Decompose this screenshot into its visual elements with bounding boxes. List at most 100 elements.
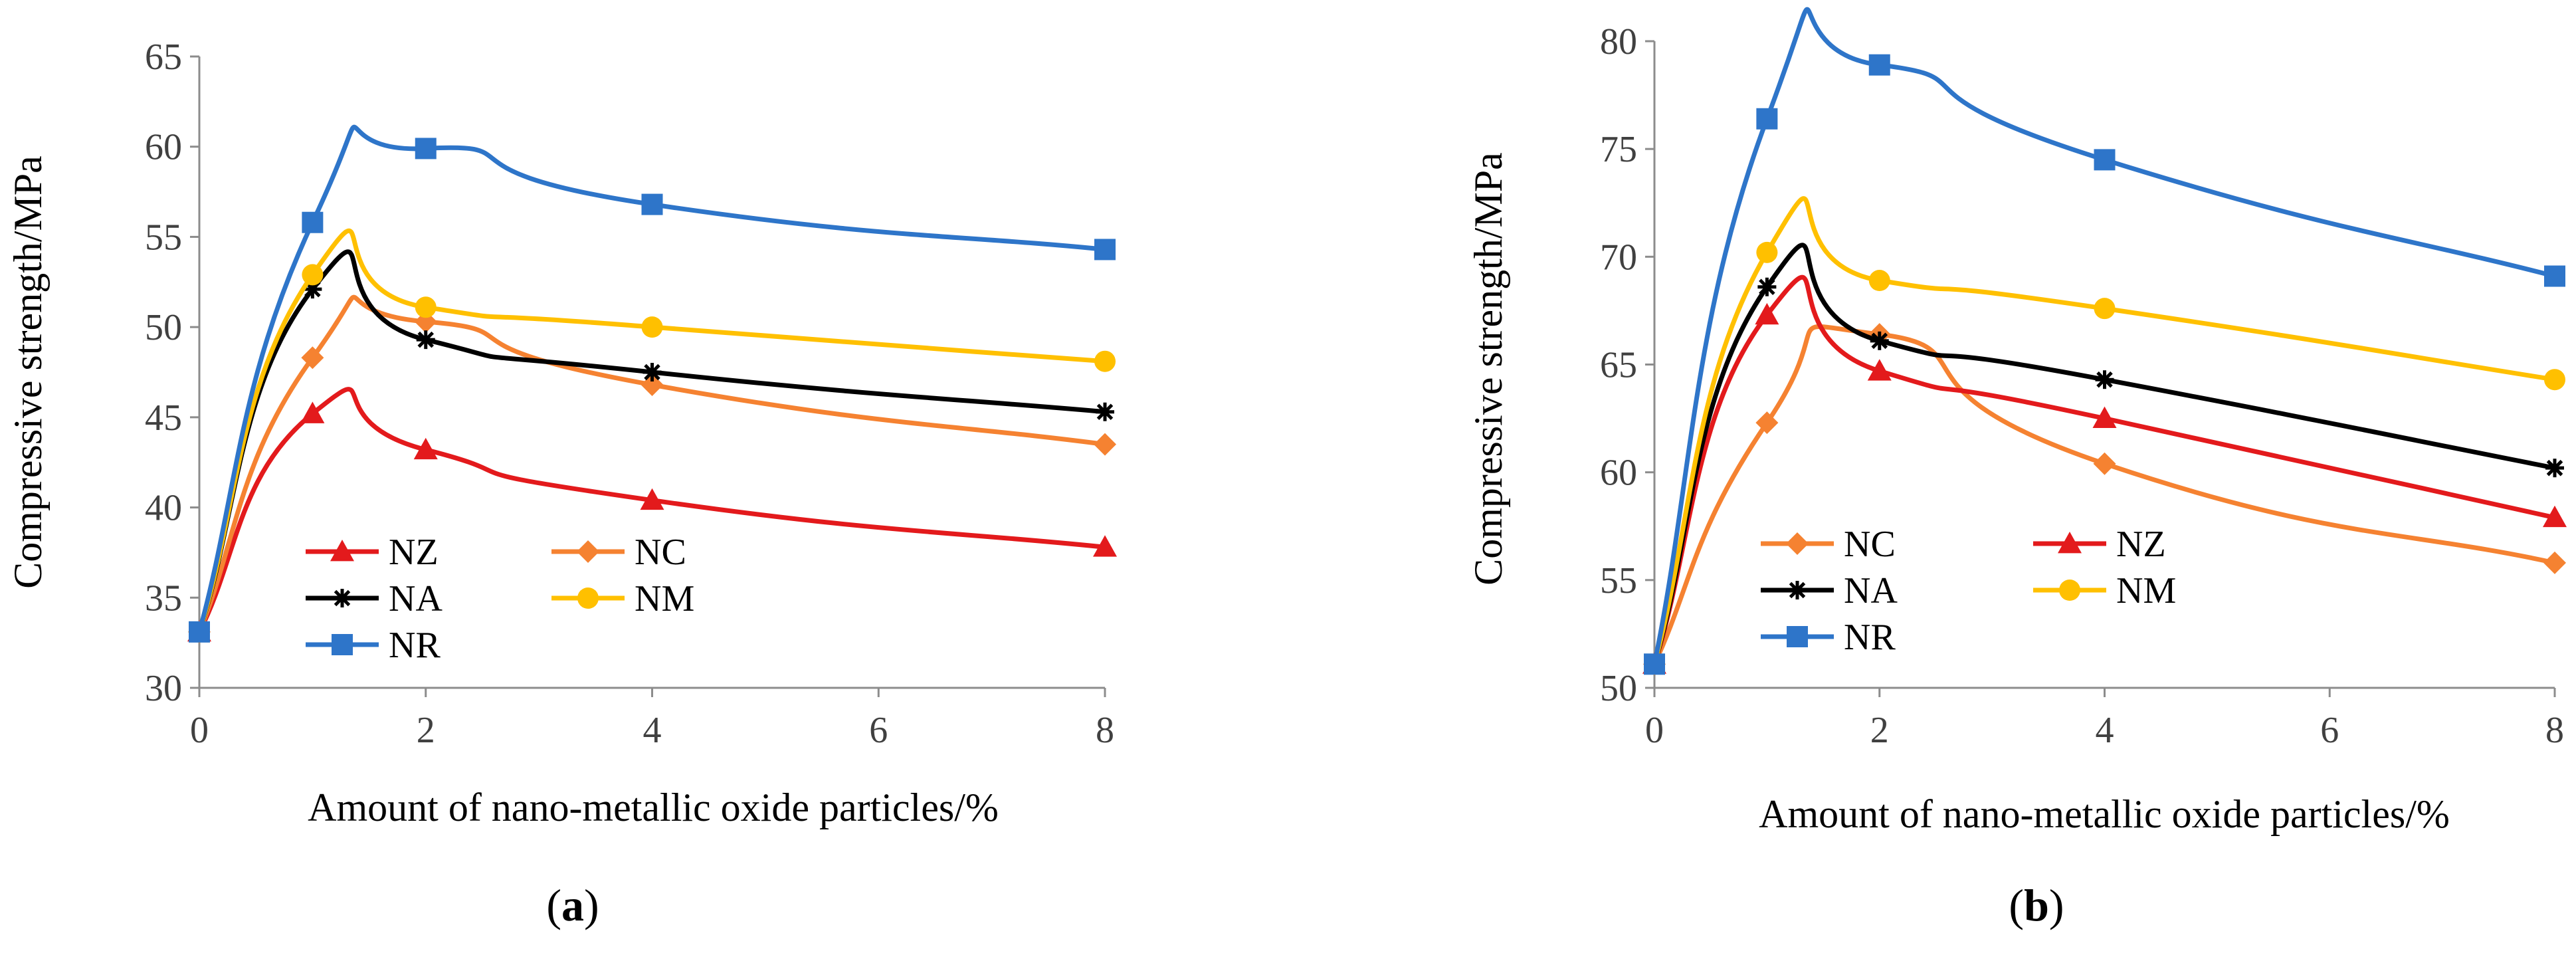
legend-label-nr: NR xyxy=(389,625,441,666)
legend-marker-nr xyxy=(332,634,353,655)
x-tick-label-b: 0 xyxy=(1645,710,1664,751)
y-tick-label-a: 40 xyxy=(145,488,182,529)
series-line-nz-b xyxy=(1652,274,2555,665)
chart-b: 50 55 60 65 70 75 80 0 2 4 6 8 Amount of nano-metall… xyxy=(1466,7,2567,930)
point-nr-8-a xyxy=(1094,239,1116,261)
point-nz-1-b xyxy=(1755,302,1779,325)
x-tick-label-a: 2 xyxy=(417,710,435,751)
legend-entry-nr-b: NR xyxy=(1761,617,1896,658)
series-nm-b xyxy=(1644,196,2565,675)
y-tick-label-b: 75 xyxy=(1600,129,1637,170)
point-na-8-a xyxy=(1096,402,1114,421)
point-nm-8-a xyxy=(1094,350,1116,372)
point-nz-8-b xyxy=(2543,505,2567,528)
legend-entry-nr-a: NR xyxy=(306,625,441,666)
series-line-nm-a xyxy=(197,228,1106,633)
legend-label-nc: NC xyxy=(635,532,686,573)
legend-marker-nc xyxy=(1786,532,1809,555)
point-nr-0-a xyxy=(189,621,210,643)
y-tick-label-a: 65 xyxy=(145,37,182,78)
point-na-4-a xyxy=(643,363,662,381)
legend-label-nc: NC xyxy=(1844,524,1896,565)
point-nr-2-b xyxy=(1868,54,1890,76)
y-tick-label-b: 55 xyxy=(1600,560,1637,601)
legend-marker-nm xyxy=(577,587,599,609)
legend-marker-nc xyxy=(577,540,599,563)
point-nc-1-b xyxy=(1755,411,1779,435)
y-axis-label-b: Compressive strength/MPa xyxy=(1466,152,1510,585)
y-tick-label-a: 30 xyxy=(145,668,182,709)
x-axis-label-b: Amount of nano-metallic oxide particles/… xyxy=(1759,792,2450,836)
x-tick-label-b: 6 xyxy=(2320,710,2339,751)
legend-entry-nm-a: NM xyxy=(551,578,694,619)
series-line-na-b xyxy=(1652,243,2555,665)
y-tick-label-b: 70 xyxy=(1600,237,1637,278)
point-nc-4-b xyxy=(2093,452,2116,475)
y-tick-label-a: 45 xyxy=(145,397,182,439)
point-nm-2-a xyxy=(415,296,437,318)
y-axis-label-a: Compressive strength/MPa xyxy=(6,156,50,589)
x-tick-label-a: 0 xyxy=(190,710,209,751)
series-line-na-a xyxy=(197,249,1106,633)
legend-marker-nr xyxy=(1787,626,1808,647)
y-tick-label-a: 50 xyxy=(145,307,182,348)
point-nr-4-b xyxy=(2094,149,2116,171)
legend-marker-nz xyxy=(2058,532,2082,554)
legend-entry-na-b: NA xyxy=(1761,570,1898,611)
x-tick-label-a: 6 xyxy=(869,710,888,751)
legend-entry-nz-b: NZ xyxy=(2033,524,2166,565)
y-tick-label-b: 60 xyxy=(1600,453,1637,494)
legend-a: NZ NC NA NM NR xyxy=(306,532,694,666)
y-tick-label-a: 55 xyxy=(145,217,182,258)
x-tick-label-b: 2 xyxy=(1870,710,1889,751)
y-tick-label-b: 50 xyxy=(1600,668,1637,709)
legend-label-na: NA xyxy=(389,578,443,619)
legend-entry-nz-a: NZ xyxy=(306,532,439,573)
point-nz-4-a xyxy=(640,488,664,510)
point-nm-4-b xyxy=(2094,298,2116,320)
legend-marker-nz xyxy=(330,540,354,562)
legend-marker-na xyxy=(333,589,351,607)
legend-entry-nm-b: NM xyxy=(2033,570,2176,611)
y-tick-label-a: 60 xyxy=(145,127,182,168)
chart-a: 30 35 40 45 50 55 60 65 0 2 4 6 8 Amount of nano-meta… xyxy=(6,37,1117,930)
series-line-nr-b xyxy=(1652,7,2555,665)
point-nm-8-b xyxy=(2544,369,2565,391)
series-nm-a xyxy=(189,228,1116,643)
point-na-8-b xyxy=(2545,459,2564,478)
legend-label-nm: NM xyxy=(2116,570,2176,611)
series-nr-a xyxy=(189,124,1116,643)
legend-marker-na xyxy=(1788,581,1807,599)
series-na-a xyxy=(190,249,1114,641)
point-nz-4-b xyxy=(2092,406,2117,428)
y-tick-label-b: 65 xyxy=(1600,345,1637,386)
point-nz-1-a xyxy=(300,401,325,423)
series-line-nc-a xyxy=(197,294,1106,633)
point-nm-4-a xyxy=(641,316,663,338)
legend-label-nz: NZ xyxy=(389,532,439,573)
point-nz-2-b xyxy=(1867,359,1892,381)
point-nr-1-a xyxy=(302,211,324,233)
point-nc-1-a xyxy=(301,346,324,370)
series-line-nm-b xyxy=(1652,196,2555,665)
x-tick-label-a: 8 xyxy=(1096,710,1114,751)
panel-label-b: (b) xyxy=(2009,880,2064,930)
legend-label-na: NA xyxy=(1844,570,1898,611)
point-nr-8-b xyxy=(2544,265,2565,287)
point-nz-8-a xyxy=(1093,535,1117,557)
point-nm-1-b xyxy=(1756,241,1778,263)
point-nr-4-a xyxy=(641,193,663,215)
legend-entry-nc-b: NC xyxy=(1761,524,1896,565)
series-line-nz-a xyxy=(197,387,1106,633)
point-nc-8-b xyxy=(2543,551,2566,574)
legend-label-nm: NM xyxy=(635,578,694,619)
point-nz-2-a xyxy=(413,437,438,460)
legend-b: NC NZ NA NM NR xyxy=(1761,524,2176,658)
legend-marker-nm xyxy=(2059,580,2080,601)
series-nr-b xyxy=(1644,7,2565,675)
x-tick-label-a: 4 xyxy=(643,710,662,751)
y-tick-label-b: 80 xyxy=(1600,21,1637,62)
point-nr-2-a xyxy=(415,138,437,159)
series-nz-b xyxy=(1642,274,2567,674)
